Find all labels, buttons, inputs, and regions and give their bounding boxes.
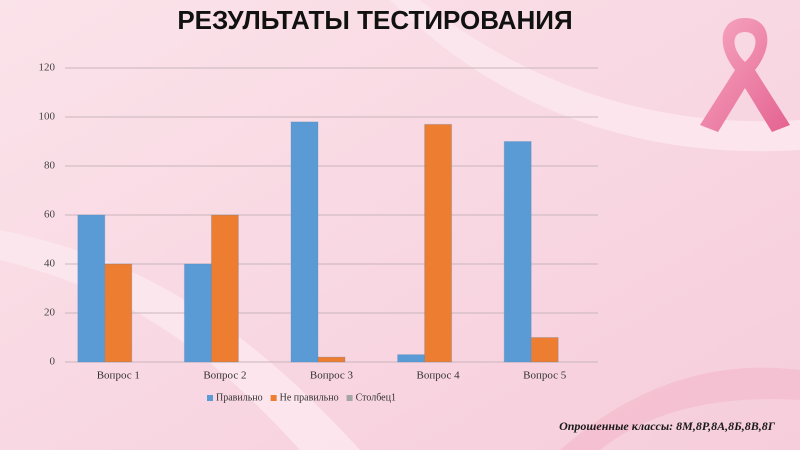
legend-swatch xyxy=(346,395,353,401)
ribbon xyxy=(700,18,790,132)
bar xyxy=(424,123,453,363)
bar xyxy=(530,337,559,363)
y-tick-label: 60 xyxy=(44,209,56,221)
legend-swatch xyxy=(270,395,277,401)
y-tick-label: 80 xyxy=(44,160,56,172)
bar xyxy=(104,263,133,363)
x-tick-label: Вопрос 2 xyxy=(203,370,246,382)
bar xyxy=(210,214,239,363)
x-tick-label: Вопрос 1 xyxy=(97,370,140,382)
bar xyxy=(77,214,106,363)
x-tick-label: Вопрос 4 xyxy=(417,370,461,382)
bar xyxy=(183,263,212,363)
bar xyxy=(317,356,346,363)
bar xyxy=(397,354,426,363)
decor-curve xyxy=(560,367,800,450)
bar xyxy=(503,141,532,363)
y-tick-label: 120 xyxy=(39,62,56,74)
decor-curve xyxy=(390,0,800,152)
y-tick-label: 20 xyxy=(44,307,56,319)
y-tick-label: 0 xyxy=(50,356,56,368)
footnote: Опрошенные классы: 8М,8Р,8А,8Б,8В,8Г xyxy=(559,419,776,433)
chart-title: РЕЗУЛЬТАТЫ ТЕСТИРОВАНИЯ xyxy=(177,5,572,35)
y-tick-label: 100 xyxy=(39,111,56,123)
x-tick-label: Вопрос 5 xyxy=(523,370,567,382)
legend-swatch xyxy=(207,395,213,401)
y-tick-label: 40 xyxy=(44,258,56,270)
legend-label: Не правильно xyxy=(280,392,339,403)
legend-label: Правильно xyxy=(216,392,263,403)
bar xyxy=(290,121,319,363)
legend-label: Столбец1 xyxy=(356,392,396,403)
x-tick-label: Вопрос 3 xyxy=(310,370,354,382)
